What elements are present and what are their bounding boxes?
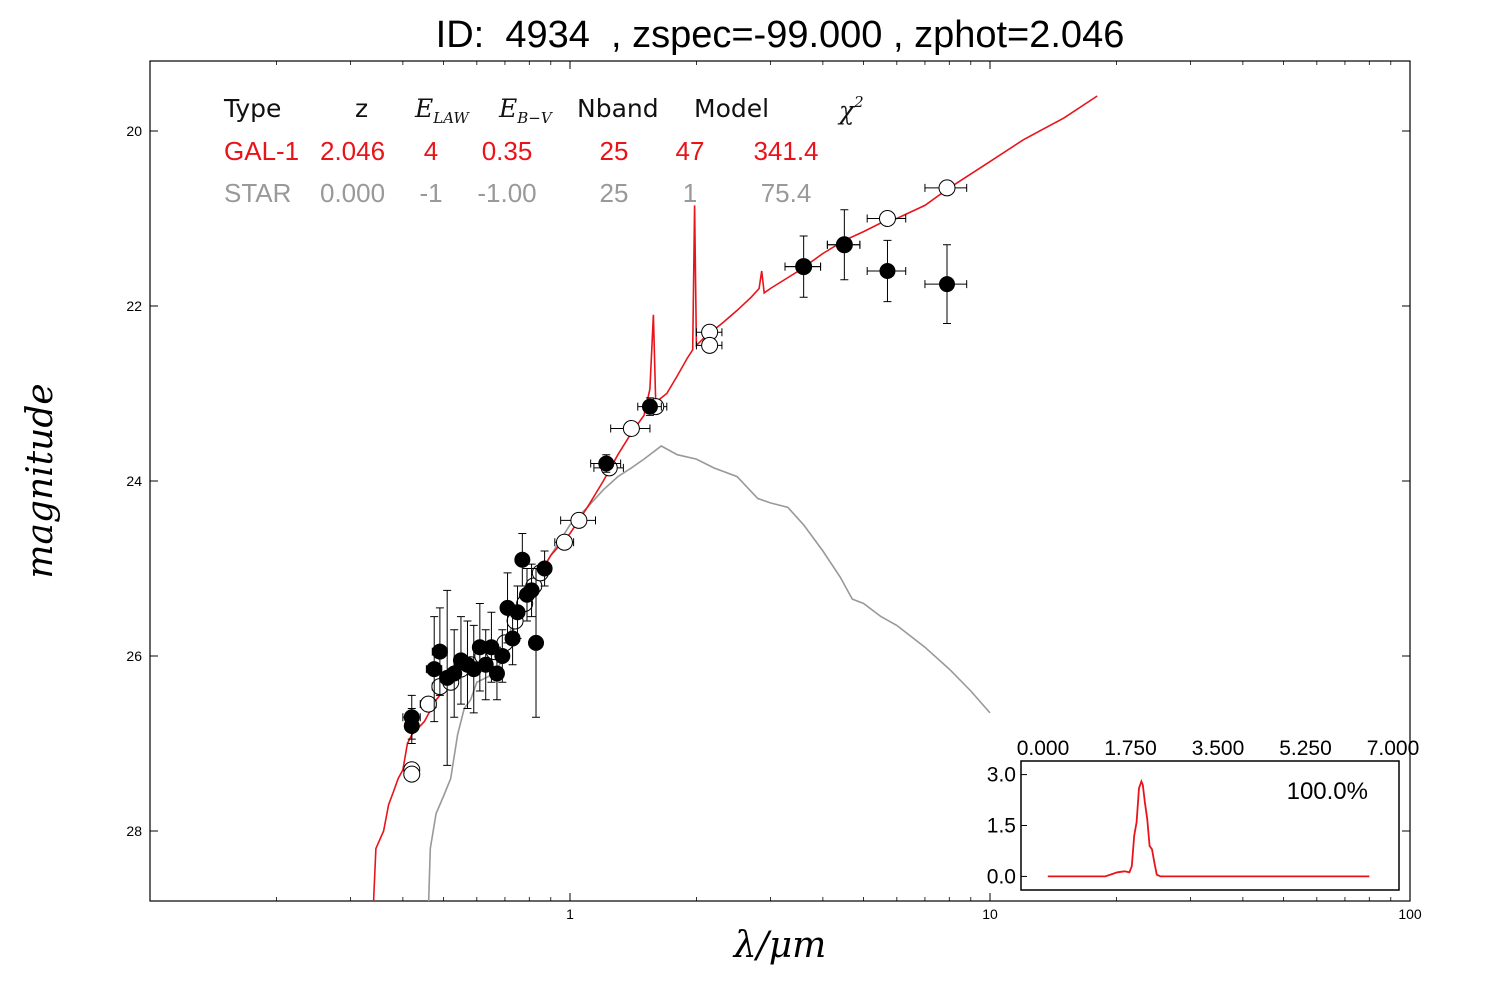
model-point [878, 210, 896, 227]
observed-point [446, 665, 463, 682]
y-tick-label: 28 [126, 823, 142, 839]
observed-point [431, 643, 448, 660]
table-cell-star: 75.4 [761, 178, 812, 208]
inset-y-tick-label: 0.0 [987, 865, 1016, 888]
photometry-points-layer [402, 179, 968, 783]
inset-annotation: 100.0% [1287, 778, 1368, 805]
header-model: Model [694, 94, 769, 123]
inset-y-tick-label: 1.5 [987, 815, 1016, 838]
table-cell-gal: GAL-1 [224, 136, 299, 166]
y-tick-label: 20 [126, 123, 142, 139]
observed-point [426, 661, 443, 678]
model-point [701, 336, 719, 354]
axis-ticks: 20 22 24 26 28 1 10 100 [126, 61, 1422, 922]
inset-x-tick-label: 5.250 [1279, 737, 1332, 760]
observed-point [494, 648, 511, 664]
x-axis-label: λ/μm [732, 925, 826, 966]
fit-table: Type z ELAW EB−V Nband Model χ2 GAL-1 2.0… [223, 93, 864, 208]
inset-pdf-layer [1047, 778, 1370, 878]
observed-point [403, 718, 420, 734]
observed-point [514, 551, 531, 568]
observed-point [836, 236, 853, 253]
inset-x-tick-label: 7.000 [1367, 737, 1420, 760]
inset-x-tick-label: 0.000 [1017, 737, 1070, 760]
table-cell-gal: 25 [600, 136, 629, 166]
x-tick-label: 100 [1398, 906, 1422, 922]
y-tick-label: 24 [126, 473, 142, 489]
x-tick-label: 1 [566, 906, 574, 922]
table-cell-gal: 4 [424, 136, 438, 166]
model-point [938, 179, 956, 197]
pdz-inset: 0.000 1.750 3.500 5.250 7.000 0.0 1.5 3.0 100.0… [987, 737, 1419, 891]
observed-point [477, 656, 494, 673]
header-nband: Nband [577, 94, 659, 123]
model-point [419, 695, 437, 713]
inset-x-tick-label: 1.750 [1104, 737, 1157, 760]
table-cell-star: 1 [683, 178, 697, 208]
table-cell-gal: 341.4 [753, 136, 818, 166]
table-cell-star: 0.000 [320, 178, 385, 208]
observed-point [939, 276, 956, 293]
observed-point [795, 258, 812, 275]
star-template-line [427, 445, 991, 901]
table-cell-star: -1 [419, 178, 442, 208]
model-point [622, 420, 640, 437]
chart-title: ID: 4934 , zspec=-99.000 , zphot=2.046 [435, 14, 1125, 56]
observed-point [488, 665, 505, 682]
y-tick-label: 22 [126, 298, 142, 314]
inset-x-tick-label: 3.500 [1192, 737, 1245, 760]
inset-frame [1020, 760, 1400, 891]
x-tick-label: 10 [982, 906, 998, 922]
table-cell-gal: 2.046 [320, 136, 385, 166]
model-point [570, 511, 588, 529]
observed-point [509, 604, 526, 621]
observed-point [641, 398, 658, 415]
inset-pdf-line [1047, 778, 1370, 878]
model-point [403, 765, 421, 783]
header-type: Type [223, 94, 281, 123]
table-cell-gal: 0.35 [482, 136, 533, 166]
observed-point [523, 582, 540, 599]
table-cell-gal: 47 [676, 136, 705, 166]
header-z: z [355, 94, 368, 123]
table-cell-star: STAR [224, 178, 291, 208]
inset-axis-ticks: 0.000 1.750 3.500 5.250 7.000 0.0 1.5 3.0 [987, 737, 1419, 888]
star-template-layer [427, 445, 991, 901]
inset-y-tick-label: 3.0 [987, 764, 1016, 787]
observed-point [879, 263, 896, 279]
observed-point [598, 455, 615, 472]
model-point [555, 533, 573, 551]
table-cell-star: -1.00 [477, 178, 536, 208]
observed-point [536, 560, 553, 577]
y-tick-label: 26 [126, 648, 142, 664]
y-axis-label: magnitude [20, 383, 61, 578]
table-cell-star: 25 [600, 178, 629, 208]
observed-point [528, 634, 545, 651]
